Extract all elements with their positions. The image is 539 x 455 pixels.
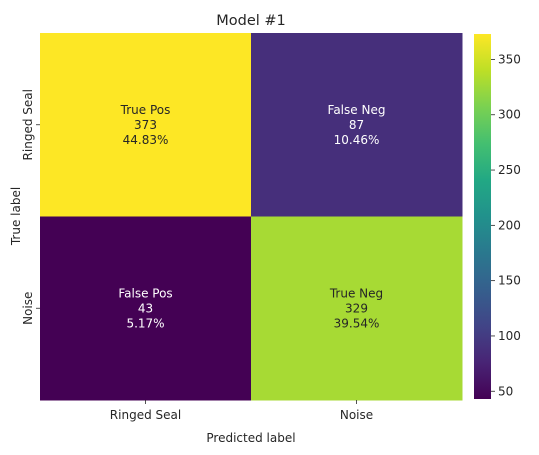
x-axis-label: Predicted label	[206, 431, 295, 445]
colorbar-tick-label: 250	[498, 163, 521, 177]
cell-percent-text: 39.54%	[334, 316, 380, 330]
heatmap-cell	[40, 216, 252, 401]
cell-label-text: True Pos	[120, 103, 171, 117]
heatmap-cells	[40, 33, 463, 401]
cell-value-text: 87	[349, 118, 364, 132]
heatmap-axes: Ringed Seal Noise Ringed Seal Noise	[21, 89, 373, 422]
cell-label-text: False Neg	[328, 103, 386, 117]
colorbar-tick-label: 350	[498, 52, 521, 66]
cell-percent-text: 10.46%	[334, 133, 380, 147]
chart-title: Model #1	[216, 13, 286, 29]
cell-label-text: True Neg	[329, 286, 383, 300]
cell-value-text: 373	[134, 118, 157, 132]
x-tick-label: Ringed Seal	[110, 408, 181, 422]
heatmap-cell	[40, 33, 252, 217]
cell-label-text: False Pos	[118, 286, 172, 300]
colorbar-tick-label: 300	[498, 108, 521, 122]
cell-value-text: 43	[138, 301, 153, 315]
heatmap-cell	[251, 216, 463, 401]
colorbar-tick-label: 100	[498, 329, 521, 343]
y-axis-label: True label	[9, 187, 23, 246]
cell-percent-text: 44.83%	[123, 133, 169, 147]
colorbar	[474, 34, 491, 399]
cell-percent-text: 5.17%	[126, 316, 164, 330]
cell-value-text: 329	[345, 301, 368, 315]
colorbar-tick-label: 200	[498, 218, 521, 232]
colorbar-ticks: 50 100 150 200 250 300 350	[491, 52, 521, 398]
heatmap-cell	[251, 33, 463, 217]
x-tick-label: Noise	[340, 408, 373, 422]
colorbar-tick-label: 150	[498, 274, 521, 288]
y-tick-label: Noise	[21, 292, 35, 325]
colorbar-tick-label: 50	[498, 384, 513, 398]
y-tick-label: Ringed Seal	[21, 89, 35, 160]
